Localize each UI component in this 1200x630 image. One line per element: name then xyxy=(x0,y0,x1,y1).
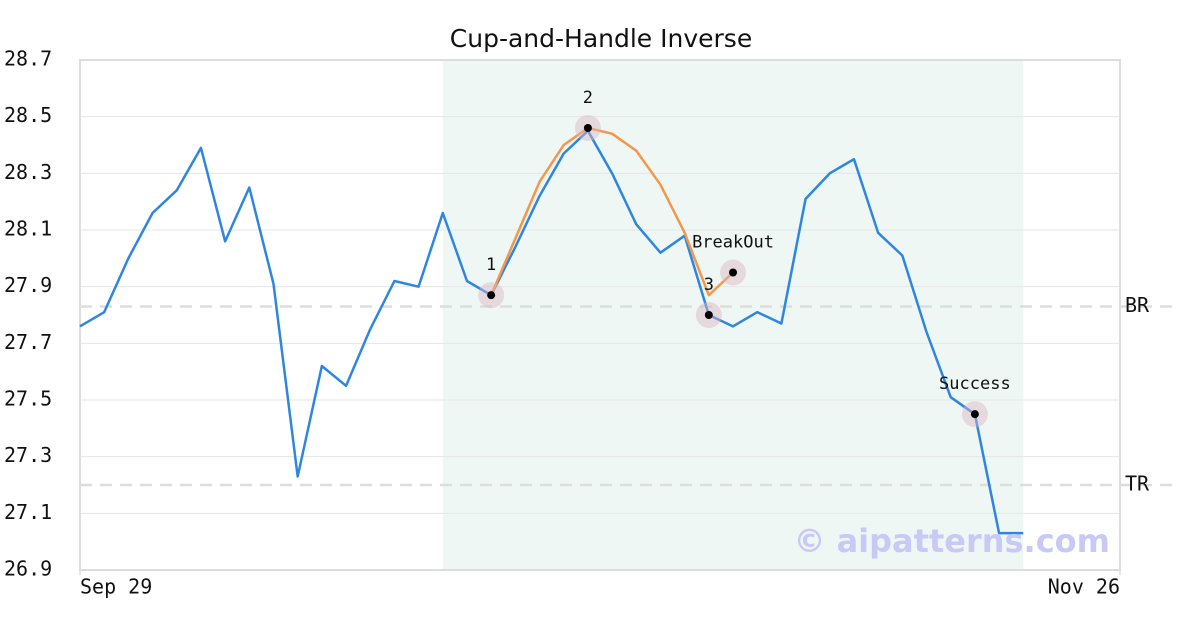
marker-label: 1 xyxy=(486,255,496,275)
watermark: © aipatterns.com xyxy=(793,522,1110,560)
pattern-line xyxy=(490,126,734,297)
x-tick-label: Nov 26 xyxy=(1048,575,1120,599)
y-tick-label: 27.9 xyxy=(4,273,52,297)
marker-label: BreakOut xyxy=(692,233,774,253)
level-label: TR xyxy=(1125,472,1150,496)
y-tick-label: 26.9 xyxy=(4,557,52,581)
marker-dot xyxy=(729,268,738,277)
marker-dot xyxy=(583,124,592,132)
x-tick-label: Sep 29 xyxy=(80,575,152,599)
y-tick-label: 27.7 xyxy=(4,330,52,354)
marker-label: 3 xyxy=(704,275,714,295)
y-tick-label: 28.1 xyxy=(4,217,52,241)
y-tick-label: 28.5 xyxy=(4,103,52,127)
chart-title: Cup-and-Handle Inverse xyxy=(450,24,752,53)
plot-frame xyxy=(79,59,1121,571)
pattern-region xyxy=(442,60,1024,570)
y-tick-label: 27.3 xyxy=(4,443,52,467)
y-tick-label: 28.3 xyxy=(4,160,52,184)
y-tick-label: 27.1 xyxy=(4,500,52,524)
marker-dot xyxy=(487,291,496,300)
price-line xyxy=(79,129,1024,535)
marker-dot xyxy=(704,311,713,319)
marker-label: Success xyxy=(939,374,1011,394)
marker-dot xyxy=(970,410,979,419)
marker-label: 2 xyxy=(583,88,593,108)
y-tick-label: 28.7 xyxy=(4,47,52,71)
level-label: BR xyxy=(1125,293,1150,317)
y-tick-label: 27.5 xyxy=(4,387,52,411)
